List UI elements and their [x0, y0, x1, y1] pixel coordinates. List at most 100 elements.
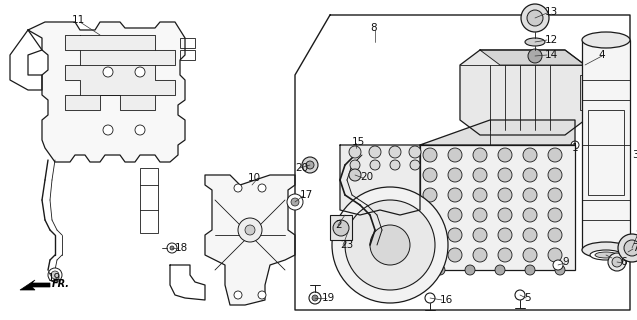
Circle shape	[527, 10, 543, 26]
Circle shape	[555, 265, 565, 275]
Circle shape	[473, 208, 487, 222]
Circle shape	[523, 248, 537, 262]
Circle shape	[612, 257, 622, 267]
Circle shape	[345, 200, 435, 290]
Ellipse shape	[582, 32, 630, 48]
Bar	[420, 145, 575, 270]
Circle shape	[498, 148, 512, 162]
Circle shape	[473, 248, 487, 262]
Circle shape	[103, 67, 113, 77]
Circle shape	[553, 260, 563, 270]
Text: 13: 13	[545, 7, 558, 17]
Bar	[140, 168, 158, 233]
Circle shape	[287, 194, 303, 210]
Circle shape	[523, 188, 537, 202]
Ellipse shape	[582, 242, 630, 258]
Text: 15: 15	[352, 137, 365, 147]
Circle shape	[423, 248, 437, 262]
Circle shape	[423, 208, 437, 222]
Text: 7: 7	[632, 243, 637, 253]
Polygon shape	[480, 50, 585, 65]
Text: 5: 5	[524, 293, 531, 303]
Circle shape	[409, 146, 421, 158]
Circle shape	[498, 228, 512, 242]
Circle shape	[448, 148, 462, 162]
Circle shape	[435, 265, 445, 275]
Circle shape	[548, 168, 562, 182]
Circle shape	[291, 198, 299, 206]
Circle shape	[473, 228, 487, 242]
Circle shape	[624, 240, 637, 256]
Text: 1: 1	[572, 143, 578, 153]
Bar	[330, 215, 352, 240]
Bar	[588, 110, 624, 195]
Ellipse shape	[525, 38, 545, 46]
Text: 20: 20	[295, 163, 308, 173]
Ellipse shape	[623, 244, 633, 260]
Bar	[580, 75, 600, 110]
Circle shape	[423, 168, 437, 182]
Circle shape	[525, 265, 535, 275]
Circle shape	[390, 160, 400, 170]
Circle shape	[608, 253, 626, 271]
Circle shape	[350, 160, 360, 170]
Text: 10: 10	[248, 173, 261, 183]
Text: 21: 21	[635, 230, 637, 240]
Circle shape	[473, 168, 487, 182]
Text: 8: 8	[370, 23, 376, 33]
Polygon shape	[420, 120, 575, 145]
Bar	[180, 50, 195, 60]
Circle shape	[369, 146, 381, 158]
Circle shape	[528, 49, 542, 63]
Circle shape	[349, 169, 361, 181]
Circle shape	[349, 146, 361, 158]
Bar	[582, 40, 630, 250]
Circle shape	[234, 184, 242, 192]
Circle shape	[498, 208, 512, 222]
Text: 16: 16	[440, 295, 454, 305]
Circle shape	[448, 248, 462, 262]
Circle shape	[389, 146, 401, 158]
Circle shape	[498, 188, 512, 202]
Circle shape	[465, 265, 475, 275]
Text: 9: 9	[562, 257, 569, 267]
Circle shape	[548, 208, 562, 222]
Circle shape	[423, 148, 437, 162]
Circle shape	[548, 228, 562, 242]
Circle shape	[410, 160, 420, 170]
Circle shape	[521, 4, 549, 32]
Circle shape	[51, 271, 59, 279]
Text: 6: 6	[620, 257, 627, 267]
Text: 17: 17	[300, 190, 313, 200]
Polygon shape	[20, 280, 50, 290]
Circle shape	[170, 246, 174, 250]
Circle shape	[448, 228, 462, 242]
Text: 19: 19	[322, 293, 335, 303]
Circle shape	[523, 148, 537, 162]
Circle shape	[498, 248, 512, 262]
Text: 3: 3	[632, 150, 637, 160]
Circle shape	[423, 228, 437, 242]
Polygon shape	[65, 35, 175, 110]
Circle shape	[167, 243, 177, 253]
Circle shape	[258, 184, 266, 192]
Circle shape	[306, 161, 314, 169]
Circle shape	[258, 291, 266, 299]
Polygon shape	[340, 145, 420, 215]
Circle shape	[234, 291, 242, 299]
Bar	[180, 38, 195, 48]
Circle shape	[523, 168, 537, 182]
Circle shape	[548, 248, 562, 262]
Circle shape	[448, 168, 462, 182]
Polygon shape	[28, 22, 185, 162]
Circle shape	[48, 268, 62, 282]
Circle shape	[515, 290, 525, 300]
Text: 20: 20	[360, 172, 373, 182]
Circle shape	[495, 265, 505, 275]
Circle shape	[425, 293, 435, 303]
Ellipse shape	[590, 250, 622, 260]
Text: 2: 2	[335, 220, 341, 230]
Circle shape	[135, 67, 145, 77]
Circle shape	[548, 148, 562, 162]
Text: 23: 23	[340, 240, 354, 250]
